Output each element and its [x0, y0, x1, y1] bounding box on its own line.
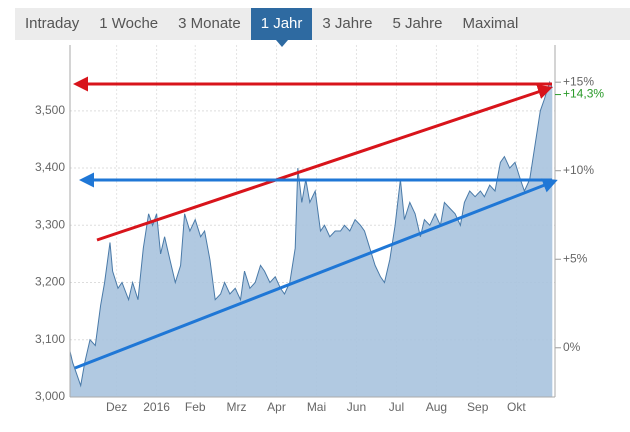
tab[interactable]: Intraday [25, 15, 80, 32]
tab[interactable]: 5 Jahre [392, 15, 443, 32]
y2-tick-label: +15% [563, 74, 594, 88]
x-tick-label: Feb [185, 400, 206, 414]
x-tick-label: Aug [426, 400, 447, 414]
y2-tick-label: 0% [563, 340, 581, 354]
tab[interactable]: 1 Woche [99, 15, 159, 32]
tab[interactable]: 1 Jahr [250, 8, 313, 47]
x-tick-label: Dez [106, 400, 127, 414]
x-tick-label: Apr [267, 400, 286, 414]
y-tick-label: 3,300 [35, 217, 65, 231]
y-tick-label: 3,400 [35, 160, 65, 174]
tab[interactable]: 3 Jahre [322, 15, 373, 32]
arrow [74, 178, 558, 370]
x-tick-label: Mai [307, 400, 326, 414]
y-tick-label: 3,500 [35, 103, 65, 117]
arrow [96, 84, 553, 242]
y-tick-label: 3,000 [35, 389, 65, 403]
annotation: +14,3% [563, 87, 604, 101]
y-tick-label: 3,200 [35, 275, 65, 289]
x-tick-label: Sep [467, 400, 489, 414]
y-tick-label: 3,100 [35, 332, 65, 346]
y2-tick-label: +5% [563, 251, 588, 265]
x-tick-label: Okt [507, 400, 526, 414]
tab[interactable]: 3 Monate [178, 15, 241, 32]
x-tick-label: Mrz [227, 400, 247, 414]
x-tick-label: Jul [389, 400, 404, 414]
area [70, 82, 553, 397]
tab[interactable]: Maximal [462, 15, 519, 32]
x-tick-label: Jun [347, 400, 366, 414]
tab-bar: Intraday 1 Woche 3 Monate 1 Jahr 3 Jahre 5 Ja… [15, 8, 630, 47]
x-tick-label: 2016 [143, 400, 170, 414]
y2-tick-label: +10% [563, 163, 594, 177]
